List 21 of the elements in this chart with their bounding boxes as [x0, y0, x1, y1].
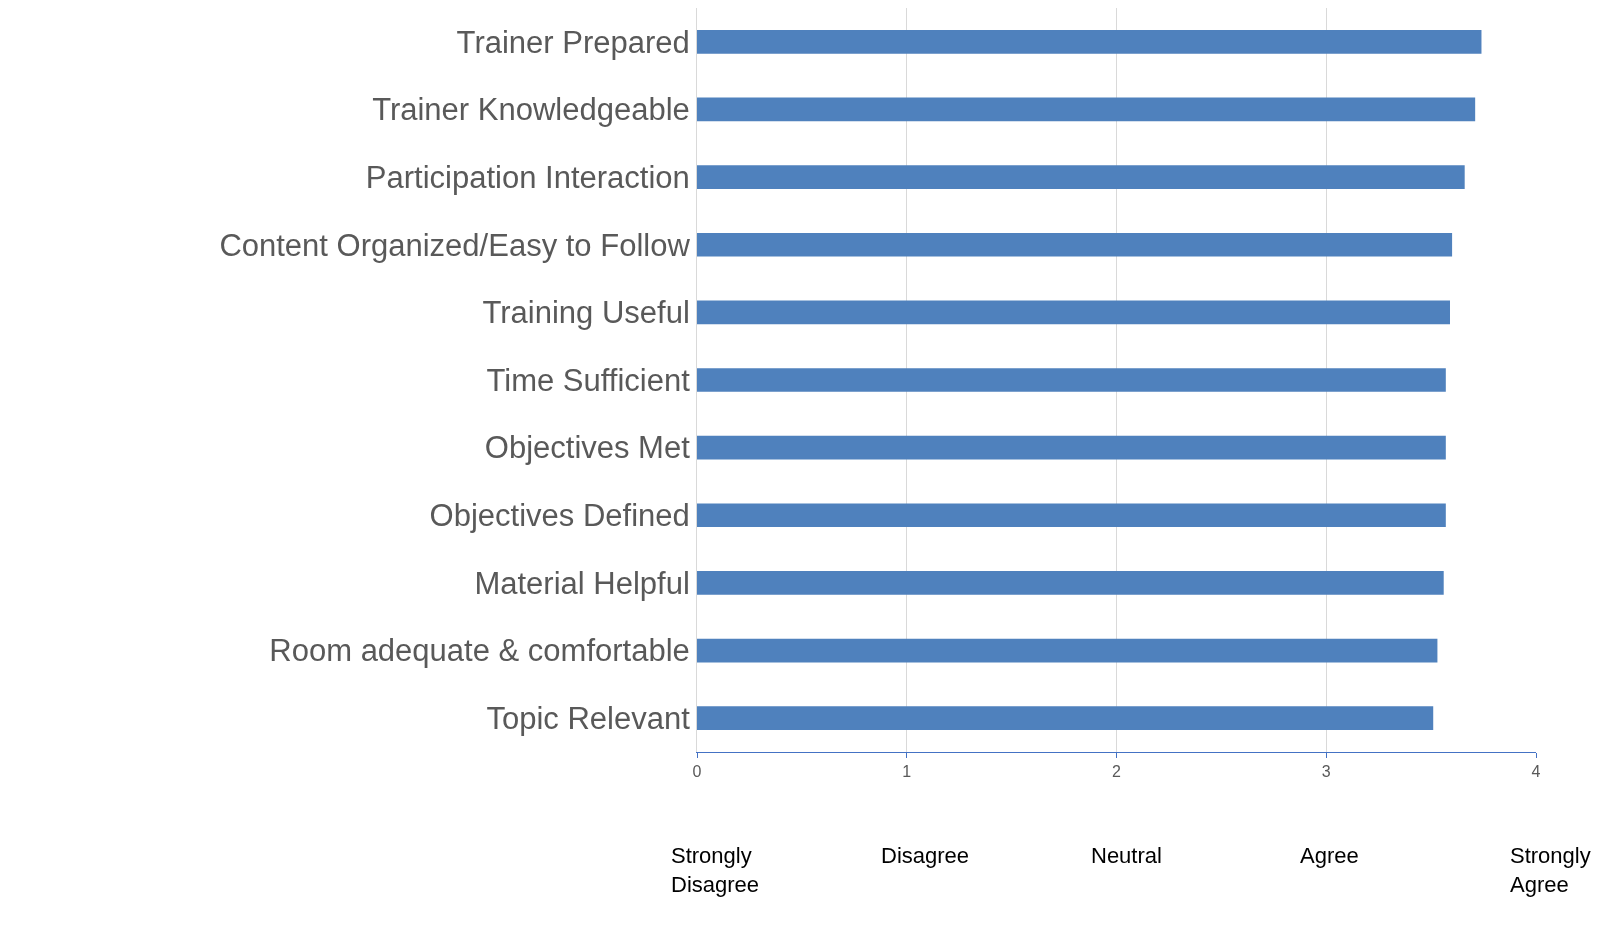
x-tick-label: 2	[1112, 763, 1122, 781]
y-tick-label: Room adequate & comfortable	[269, 633, 690, 669]
y-tick-label: Topic Relevant	[486, 701, 691, 737]
y-tick-label: Content Organized/Easy to Follow	[219, 227, 691, 263]
y-tick-label: Trainer Prepared	[456, 24, 690, 60]
text: Agree	[1300, 843, 1359, 868]
y-tick-label: Trainer Knowledgeable	[372, 92, 690, 128]
y-tick-label: Objectives Defined	[429, 498, 690, 534]
x-tick-label: 3	[1321, 763, 1331, 781]
text: Strongly Agree	[1510, 843, 1591, 897]
text: Strongly Disagree	[671, 843, 760, 897]
text: Neutral	[1091, 843, 1162, 868]
x-tick-label: 1	[902, 763, 912, 781]
y-tick-label: Participation Interaction	[365, 159, 690, 195]
x-tick-label: 4	[1531, 763, 1541, 781]
x-tick-label: 0	[692, 763, 702, 781]
y-tick-label: Time Sufficient	[486, 362, 691, 398]
y-tick-label: Material Helpful	[474, 565, 690, 601]
y-tick-label: Training Useful	[482, 295, 690, 331]
y-tick-label: Objectives Met	[484, 430, 691, 466]
text: Disagree	[881, 843, 970, 868]
